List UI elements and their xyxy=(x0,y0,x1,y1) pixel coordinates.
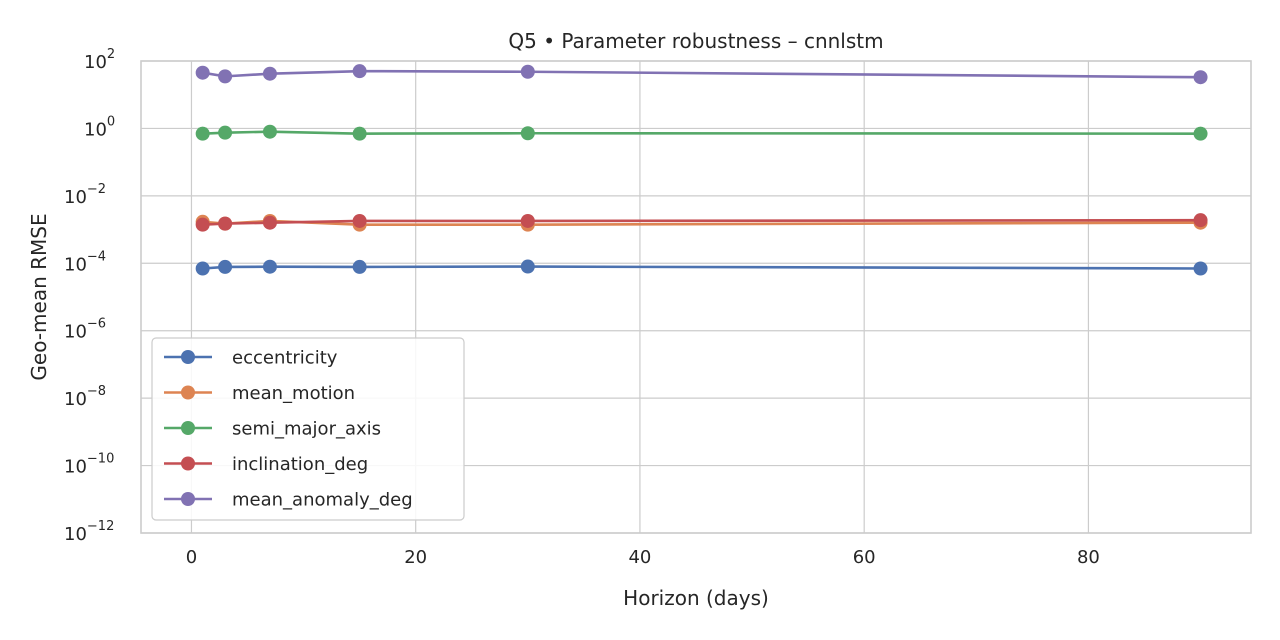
data-point xyxy=(218,69,233,84)
data-point xyxy=(1193,213,1208,228)
legend-label: inclination_deg xyxy=(232,454,368,475)
data-point xyxy=(262,124,277,139)
legend-swatch-marker xyxy=(181,350,195,364)
data-point xyxy=(520,259,535,274)
data-point xyxy=(1193,70,1208,85)
legend-label: mean_motion xyxy=(232,383,355,404)
data-point xyxy=(352,259,367,274)
data-point xyxy=(1193,261,1208,276)
y-tick-label: 100 xyxy=(84,114,115,140)
data-point xyxy=(218,216,233,231)
x-tick-label: 40 xyxy=(628,547,651,568)
legend-item: inclination_deg xyxy=(164,454,368,475)
legend-label: mean_anomaly_deg xyxy=(232,490,413,511)
legend-label: eccentricity xyxy=(232,348,338,369)
x-tick-label: 0 xyxy=(186,547,197,568)
legend-item: eccentricity xyxy=(164,348,338,369)
data-point xyxy=(218,259,233,274)
data-point xyxy=(352,213,367,228)
series-inclination_deg xyxy=(195,213,1208,232)
y-axis-label: Geo-mean RMSE xyxy=(27,213,51,380)
series-eccentricity xyxy=(195,259,1208,276)
y-tick-label: 10−2 xyxy=(64,182,106,208)
data-point xyxy=(520,64,535,79)
data-point xyxy=(352,64,367,79)
x-tick-label: 20 xyxy=(404,547,427,568)
legend-item: mean_motion xyxy=(164,383,355,404)
series-line xyxy=(202,130,1201,135)
x-axis-ticks: 0 20 40 60 80 xyxy=(186,547,1100,568)
series-semi_major_axis xyxy=(195,124,1208,141)
data-point xyxy=(218,125,233,140)
legend-swatch-marker xyxy=(181,456,195,471)
legend-item: mean_anomaly_deg xyxy=(164,490,413,511)
legend-swatch-marker xyxy=(181,385,195,400)
x-tick-label: 60 xyxy=(853,547,876,568)
data-point xyxy=(195,126,210,141)
series-mean_motion xyxy=(195,213,1208,232)
y-tick-label: 10−4 xyxy=(64,249,106,275)
x-tick-label: 80 xyxy=(1077,547,1100,568)
data-point xyxy=(1193,126,1208,141)
data-point xyxy=(195,261,210,276)
chart-title: Q5 • Parameter robustness – cnnlstm xyxy=(508,29,883,53)
legend-label: semi_major_axis xyxy=(232,419,381,440)
series-line xyxy=(202,69,1201,79)
legend-swatch-marker xyxy=(181,492,195,506)
legend-swatch-marker xyxy=(181,421,195,435)
y-tick-label: 102 xyxy=(84,47,115,73)
y-axis-ticks: 102 100 10−2 10−4 10−6 10−8 10−10 10−12 xyxy=(64,47,115,545)
data-point xyxy=(262,259,277,274)
data-point xyxy=(520,126,535,141)
y-tick-label: 10−10 xyxy=(64,452,114,478)
x-axis-label: Horizon (days) xyxy=(623,586,769,610)
data-point xyxy=(352,126,367,141)
y-tick-label: 10−6 xyxy=(64,317,106,343)
series-line xyxy=(202,265,1201,270)
data-point xyxy=(195,65,210,80)
series-layer xyxy=(195,64,1208,276)
data-point xyxy=(262,66,277,81)
data-point xyxy=(520,213,535,228)
legend-item: semi_major_axis xyxy=(164,419,381,440)
data-point xyxy=(262,215,277,230)
y-tick-label: 10−8 xyxy=(64,384,106,410)
series-mean_anomaly_deg xyxy=(195,64,1208,85)
y-tick-label: 10−12 xyxy=(64,519,114,545)
legend: eccentricity mean_motion semi_major_axisin… xyxy=(151,337,465,521)
legend-box xyxy=(151,337,465,521)
plot-frame xyxy=(140,60,1252,534)
data-point xyxy=(195,217,210,232)
